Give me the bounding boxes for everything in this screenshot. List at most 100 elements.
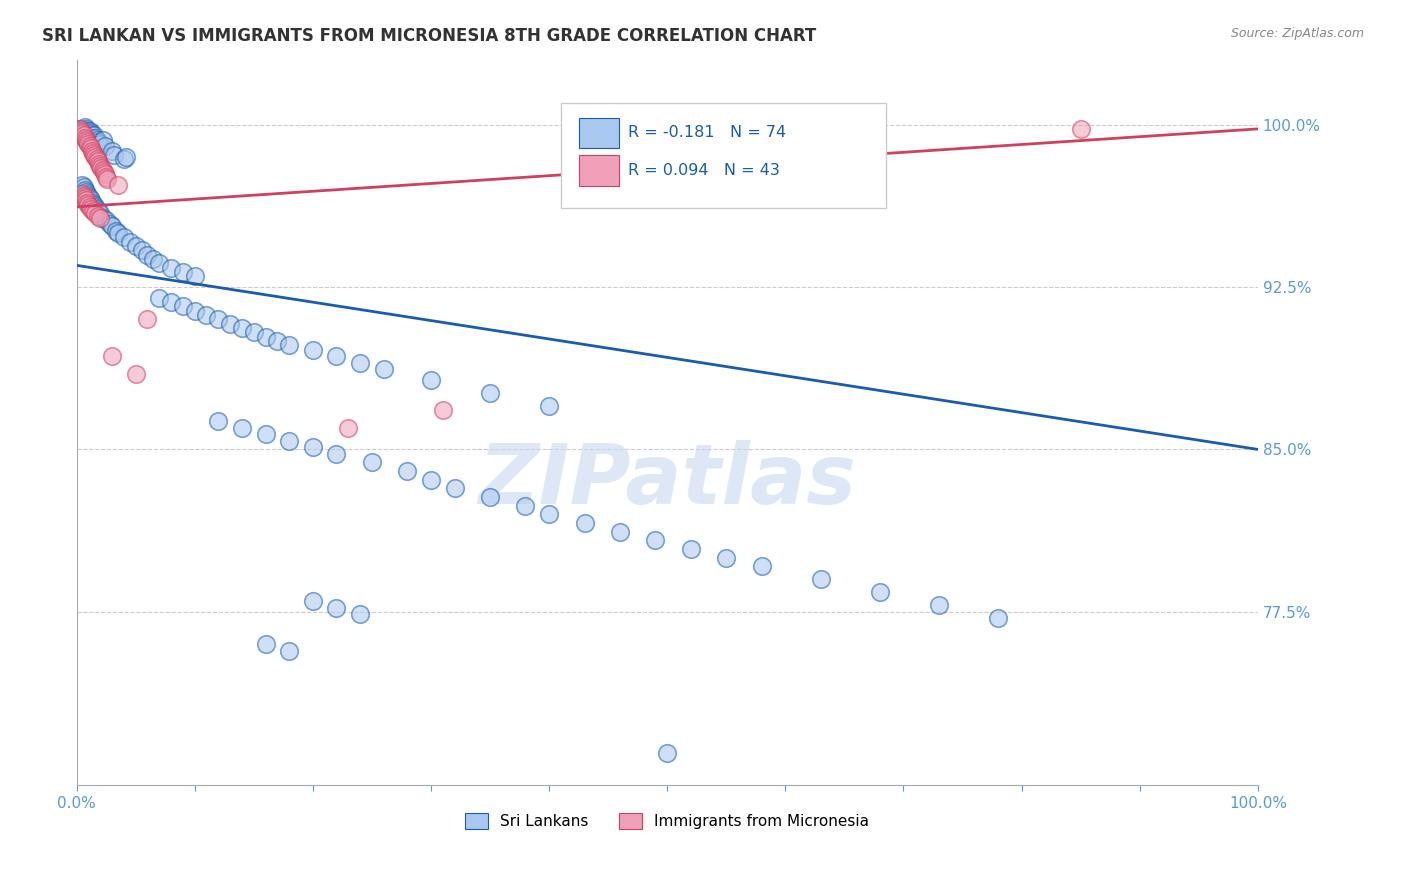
Point bbox=[360, 455, 382, 469]
Point bbox=[538, 508, 561, 522]
Point bbox=[104, 224, 127, 238]
Point bbox=[94, 167, 117, 181]
Point bbox=[80, 195, 103, 210]
Point bbox=[172, 265, 194, 279]
Point bbox=[77, 137, 100, 152]
Point bbox=[80, 128, 103, 143]
Point bbox=[325, 447, 347, 461]
Point bbox=[87, 154, 110, 169]
Point bbox=[112, 152, 135, 166]
FancyBboxPatch shape bbox=[561, 103, 886, 209]
Point bbox=[84, 130, 107, 145]
Point bbox=[515, 499, 537, 513]
Point bbox=[1070, 122, 1092, 136]
Point bbox=[89, 206, 111, 220]
Point bbox=[72, 189, 94, 203]
Point bbox=[84, 150, 107, 164]
Point bbox=[91, 163, 114, 178]
Point bbox=[254, 637, 277, 651]
Point bbox=[231, 321, 253, 335]
Point bbox=[79, 139, 101, 153]
Point bbox=[195, 308, 218, 322]
Point bbox=[101, 144, 124, 158]
Point bbox=[72, 128, 94, 143]
Point bbox=[160, 260, 183, 275]
Point bbox=[94, 212, 117, 227]
Point bbox=[73, 120, 96, 134]
Point bbox=[82, 145, 104, 160]
Point bbox=[80, 202, 103, 216]
Point bbox=[148, 291, 170, 305]
Point bbox=[91, 133, 114, 147]
Point bbox=[349, 607, 371, 621]
Legend: Sri Lankans, Immigrants from Micronesia: Sri Lankans, Immigrants from Micronesia bbox=[458, 807, 876, 836]
Point bbox=[136, 247, 159, 261]
Point bbox=[301, 440, 323, 454]
Point bbox=[76, 124, 98, 138]
Point bbox=[82, 130, 104, 145]
Point bbox=[107, 178, 129, 193]
Point bbox=[93, 165, 115, 179]
Point bbox=[80, 194, 103, 208]
Point bbox=[479, 386, 502, 401]
Point bbox=[716, 550, 738, 565]
Point bbox=[325, 349, 347, 363]
Point bbox=[72, 124, 94, 138]
Point bbox=[420, 373, 443, 387]
Point bbox=[124, 239, 146, 253]
Point bbox=[432, 403, 454, 417]
Point bbox=[479, 490, 502, 504]
Point bbox=[75, 122, 97, 136]
Point bbox=[89, 211, 111, 225]
Text: Source: ZipAtlas.com: Source: ZipAtlas.com bbox=[1230, 27, 1364, 40]
Point bbox=[96, 171, 118, 186]
Point bbox=[69, 122, 91, 136]
Point bbox=[115, 150, 138, 164]
Point bbox=[112, 230, 135, 244]
Point bbox=[207, 312, 229, 326]
Point bbox=[420, 473, 443, 487]
Point bbox=[172, 300, 194, 314]
Point bbox=[810, 573, 832, 587]
Point bbox=[254, 330, 277, 344]
Point bbox=[301, 594, 323, 608]
Point bbox=[80, 144, 103, 158]
Point bbox=[72, 178, 94, 193]
Point bbox=[131, 243, 153, 257]
Point bbox=[83, 128, 105, 143]
Point bbox=[443, 482, 465, 496]
Point bbox=[254, 427, 277, 442]
Point bbox=[70, 124, 93, 138]
Point bbox=[75, 185, 97, 199]
Text: R = 0.094   N = 43: R = 0.094 N = 43 bbox=[628, 163, 780, 178]
Point bbox=[396, 464, 419, 478]
Point bbox=[73, 130, 96, 145]
Text: R = -0.181   N = 74: R = -0.181 N = 74 bbox=[628, 126, 786, 140]
Point bbox=[77, 197, 100, 211]
Point bbox=[325, 600, 347, 615]
Point bbox=[373, 362, 395, 376]
Point bbox=[75, 133, 97, 147]
Point bbox=[77, 126, 100, 140]
Point bbox=[574, 516, 596, 530]
Point bbox=[87, 204, 110, 219]
Point bbox=[337, 421, 360, 435]
Point bbox=[349, 356, 371, 370]
Point bbox=[142, 252, 165, 266]
Point bbox=[89, 159, 111, 173]
Point bbox=[76, 186, 98, 201]
Point bbox=[657, 746, 679, 760]
Point bbox=[869, 585, 891, 599]
Point bbox=[79, 191, 101, 205]
Point bbox=[83, 148, 105, 162]
Point bbox=[679, 542, 702, 557]
Point bbox=[183, 269, 205, 284]
Text: ZIPatlas: ZIPatlas bbox=[478, 440, 856, 521]
Point bbox=[987, 611, 1010, 625]
Point bbox=[101, 349, 124, 363]
Point bbox=[266, 334, 288, 348]
Point bbox=[278, 644, 301, 658]
Point bbox=[87, 156, 110, 170]
Point bbox=[98, 217, 121, 231]
Point bbox=[242, 326, 264, 340]
